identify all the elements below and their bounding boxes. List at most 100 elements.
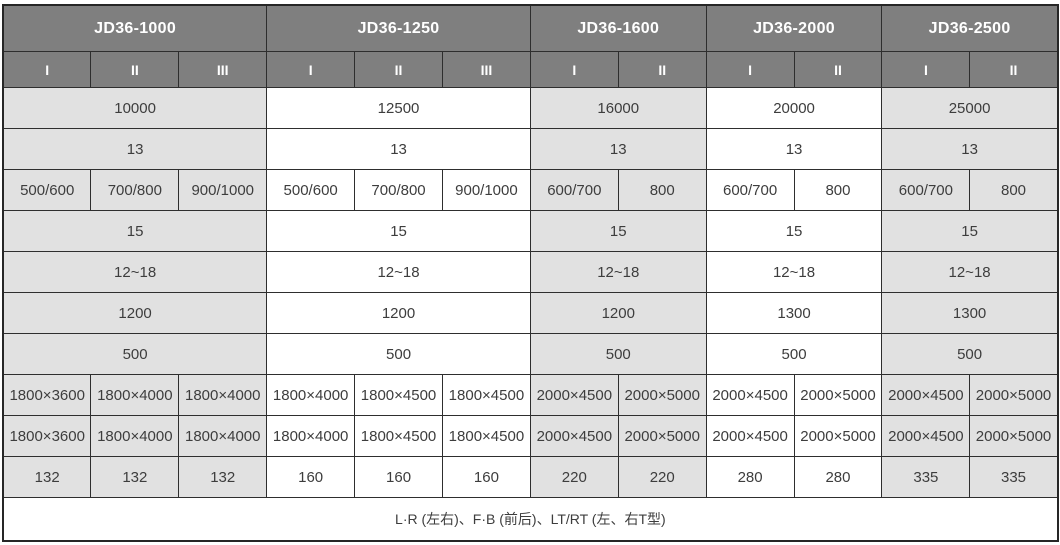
table-row: 15 15 15 15 15 (2, 210, 1059, 252)
table-cell: 500 (881, 333, 1059, 375)
model-header-jd36-2000: JD36-2000 (705, 4, 883, 52)
table-cell: 1800×4500 (441, 415, 531, 457)
table-cell: 600/700 (881, 169, 971, 211)
table-cell: 13 (2, 128, 268, 170)
table-cell: 900/1000 (441, 169, 531, 211)
table-cell: 13 (266, 128, 531, 170)
table-row: 132 132 132 160 160 160 220 220 280 280 … (2, 456, 1059, 498)
table-cell: 280 (793, 456, 883, 498)
table-row: 1800×3600 1800×4000 1800×4000 1800×4000 … (2, 415, 1059, 457)
variant-header: I (529, 51, 619, 88)
variant-header: III (441, 51, 531, 88)
table-cell: 160 (354, 456, 443, 498)
table-cell: 1800×4000 (178, 415, 268, 457)
table-cell: 800 (793, 169, 883, 211)
spec-table: JD36-1000 JD36-1250 JD36-1600 JD36-2000 … (2, 4, 1059, 542)
variant-header: II (90, 51, 180, 88)
table-cell: 500/600 (266, 169, 356, 211)
table-cell: 15 (881, 210, 1059, 252)
table-cell: 2000×4500 (881, 415, 971, 457)
table-cell: 1300 (705, 292, 883, 334)
table-row: 1800×3600 1800×4000 1800×4000 1800×4000 … (2, 374, 1059, 416)
table-cell: 220 (617, 456, 707, 498)
table-cell: 1800×3600 (2, 374, 92, 416)
table-cell: 600/700 (529, 169, 619, 211)
table-cell: 500 (266, 333, 531, 375)
table-cell: 500 (705, 333, 883, 375)
table-cell: 13 (705, 128, 883, 170)
table-cell: 335 (881, 456, 971, 498)
table-cell: 132 (90, 456, 180, 498)
variant-header: I (2, 51, 92, 88)
table-cell: 1800×3600 (2, 415, 92, 457)
variant-header: II (354, 51, 443, 88)
table-cell: 16000 (529, 87, 707, 129)
model-header-jd36-1250: JD36-1250 (266, 4, 531, 52)
table-cell: 13 (881, 128, 1059, 170)
table-cell: 160 (266, 456, 356, 498)
variant-header: II (969, 51, 1059, 88)
table-cell: 900/1000 (178, 169, 268, 211)
table-row: 500 500 500 500 500 (2, 333, 1059, 375)
table-cell: 1800×4000 (90, 415, 180, 457)
variant-header: III (178, 51, 268, 88)
table-cell: 700/800 (354, 169, 443, 211)
table-cell: 25000 (881, 87, 1059, 129)
table-cell: 12~18 (529, 251, 707, 293)
variant-header: I (266, 51, 356, 88)
table-cell: 13 (529, 128, 707, 170)
table-cell: 2000×4500 (705, 415, 795, 457)
table-cell: 600/700 (705, 169, 795, 211)
table-cell: 2000×4500 (705, 374, 795, 416)
table-cell: 2000×5000 (617, 374, 707, 416)
variant-header: II (793, 51, 883, 88)
table-cell: 12~18 (705, 251, 883, 293)
table-cell: 2000×4500 (881, 374, 971, 416)
table-cell: 1800×4000 (90, 374, 180, 416)
table-cell: 500/600 (2, 169, 92, 211)
model-header-row: JD36-1000 JD36-1250 JD36-1600 JD36-2000 … (2, 4, 1059, 52)
table-cell: 160 (441, 456, 531, 498)
table-cell: 2000×5000 (617, 415, 707, 457)
table-cell: 280 (705, 456, 795, 498)
footer-cell: L·R (左右)、F·B (前后)、LT/RT (左、右T型) (2, 497, 1059, 542)
table-cell: 2000×5000 (969, 415, 1059, 457)
table-row: 500/600 700/800 900/1000 500/600 700/800… (2, 169, 1059, 211)
table-cell: 132 (2, 456, 92, 498)
table-cell: 1800×4500 (354, 415, 443, 457)
table-cell: 12~18 (2, 251, 268, 293)
table-cell: 1800×4000 (266, 374, 356, 416)
table-cell: 2000×4500 (529, 415, 619, 457)
table-cell: 15 (266, 210, 531, 252)
table-cell: 15 (705, 210, 883, 252)
footer-row: L·R (左右)、F·B (前后)、LT/RT (左、右T型) (2, 497, 1059, 542)
table-row: 12~18 12~18 12~18 12~18 12~18 (2, 251, 1059, 293)
table-cell: 800 (617, 169, 707, 211)
table-cell: 220 (529, 456, 619, 498)
table-row: 1200 1200 1200 1300 1300 (2, 292, 1059, 334)
table-cell: 1200 (2, 292, 268, 334)
table-cell: 1200 (266, 292, 531, 334)
table-cell: 12~18 (881, 251, 1059, 293)
table-cell: 15 (2, 210, 268, 252)
table-cell: 2000×5000 (793, 415, 883, 457)
table-cell: 335 (969, 456, 1059, 498)
variant-header: I (705, 51, 795, 88)
table-cell: 132 (178, 456, 268, 498)
table-cell: 12~18 (266, 251, 531, 293)
table-cell: 1800×4500 (354, 374, 443, 416)
table-cell: 12500 (266, 87, 531, 129)
table-row: 13 13 13 13 13 (2, 128, 1059, 170)
table-cell: 800 (969, 169, 1059, 211)
table-cell: 2000×5000 (969, 374, 1059, 416)
table-cell: 1800×4000 (266, 415, 356, 457)
table-cell: 1800×4000 (178, 374, 268, 416)
table-row: 10000 12500 16000 20000 25000 (2, 87, 1059, 129)
variant-header: II (617, 51, 707, 88)
table-cell: 700/800 (90, 169, 180, 211)
table-cell: 1300 (881, 292, 1059, 334)
table-cell: 2000×5000 (793, 374, 883, 416)
model-header-jd36-2500: JD36-2500 (881, 4, 1059, 52)
table-cell: 20000 (705, 87, 883, 129)
table-cell: 1800×4500 (441, 374, 531, 416)
